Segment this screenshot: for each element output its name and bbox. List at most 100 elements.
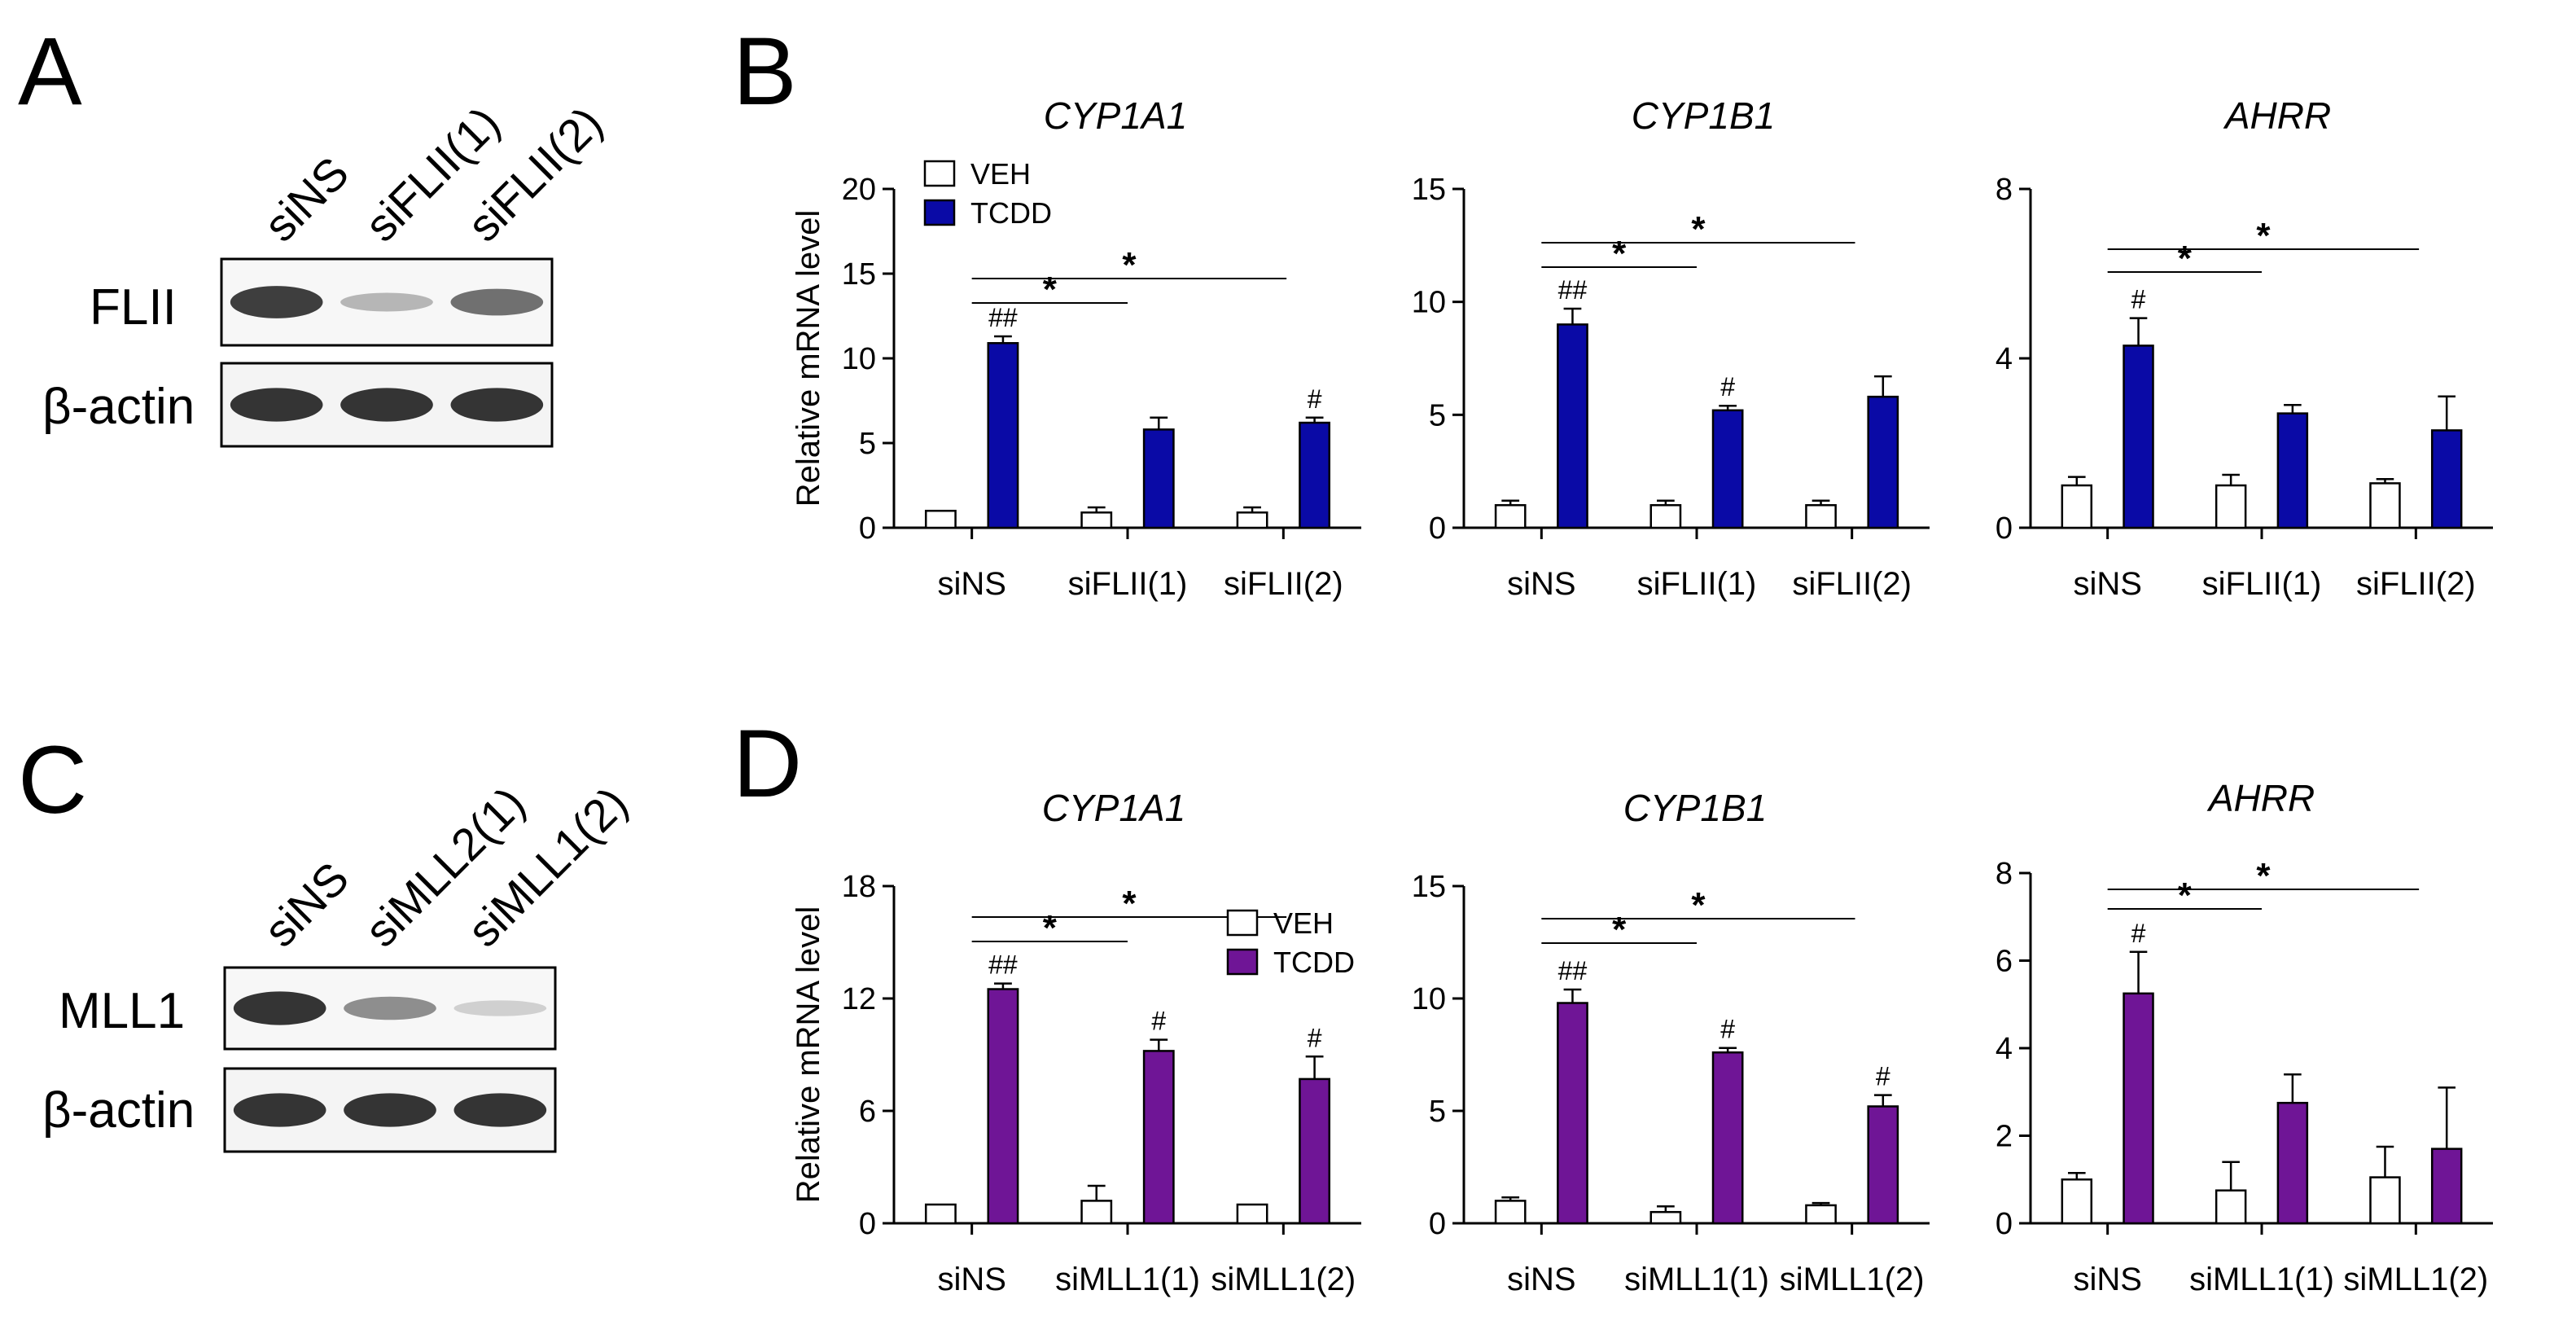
y-tick-label: 12 bbox=[842, 982, 876, 1016]
blot-band bbox=[233, 991, 326, 1025]
x-tick-label: siNS bbox=[1507, 566, 1575, 602]
blot-band bbox=[450, 288, 544, 316]
x-tick-label: siFLII(2) bbox=[1224, 566, 1343, 602]
y-tick-label: 2 bbox=[1996, 1120, 2013, 1154]
y-axis-label: Relative mRNA level bbox=[791, 906, 826, 1204]
y-tick-label: 5 bbox=[1429, 398, 1446, 432]
significance-star: * bbox=[1122, 245, 1137, 285]
significance-mark: ## bbox=[1558, 956, 1588, 985]
western-blot-c: siNS siMLL2(1) siMLL1(2) MLL1 β-actin bbox=[42, 777, 637, 1153]
legend-label: TCDD bbox=[1273, 946, 1355, 979]
y-tick-label: 0 bbox=[859, 511, 876, 546]
western-blot-a: siNS siFLII(1) siFLII(2) FLII β-actin bbox=[42, 97, 612, 448]
significance-star: * bbox=[1612, 234, 1627, 274]
blot-bands bbox=[233, 1093, 547, 1127]
bar-veh bbox=[2369, 482, 2401, 529]
x-tick-label: siFLII(1) bbox=[1068, 566, 1188, 602]
x-tick-label: siNS bbox=[937, 1262, 1005, 1297]
x-tick-label: siMLL1(1) bbox=[1624, 1262, 1769, 1297]
bar-veh bbox=[924, 509, 957, 529]
x-tick-label: siNS bbox=[2073, 1262, 2141, 1297]
x-tick-label: siFLII(1) bbox=[1637, 566, 1757, 602]
chart-title: AHRR bbox=[2223, 94, 2331, 137]
chart-title: CYP1B1 bbox=[1623, 787, 1767, 829]
x-tick-label: siNS bbox=[1507, 1262, 1575, 1297]
y-tick-label: 0 bbox=[1429, 1207, 1446, 1241]
blot-label: β-actin bbox=[42, 379, 195, 435]
bar-veh bbox=[924, 1203, 957, 1225]
bar-veh bbox=[2061, 1178, 2093, 1225]
y-tick-label: 20 bbox=[842, 173, 876, 207]
y-tick-label: 0 bbox=[1996, 511, 2013, 546]
bar-veh bbox=[2215, 484, 2247, 529]
blot-band bbox=[230, 286, 323, 318]
panel-letter-d: D bbox=[733, 710, 802, 818]
legend-label: TCDD bbox=[970, 196, 1052, 230]
y-tick-label: 5 bbox=[1429, 1095, 1446, 1129]
x-tick-label: siMLL1(1) bbox=[1055, 1262, 1200, 1297]
significance-star: * bbox=[1691, 209, 1706, 249]
chart-title: CYP1B1 bbox=[1632, 94, 1775, 137]
lane-label: siNS bbox=[254, 852, 358, 956]
bar-tcdd bbox=[1711, 409, 1744, 529]
bar-tcdd bbox=[1711, 1051, 1744, 1225]
significance-star: * bbox=[1043, 270, 1058, 309]
y-tick-label: 8 bbox=[1996, 857, 2013, 891]
y-tick-label: 6 bbox=[1996, 945, 2013, 979]
lane-label: siNS bbox=[254, 147, 358, 251]
significance-star: * bbox=[1043, 908, 1058, 948]
significance-star: * bbox=[2256, 216, 2271, 256]
bar-tcdd bbox=[2276, 412, 2309, 529]
blot-band bbox=[344, 996, 436, 1020]
y-tick-label: 0 bbox=[859, 1207, 876, 1241]
significance-star: * bbox=[2256, 856, 2271, 896]
bar-veh bbox=[1805, 1204, 1837, 1225]
significance-mark: # bbox=[2131, 285, 2146, 314]
bar-tcdd bbox=[2430, 429, 2463, 529]
bar-tcdd bbox=[1299, 421, 1331, 529]
x-tick-label: siFLII(1) bbox=[2202, 566, 2322, 602]
significance-mark: # bbox=[1720, 372, 1735, 402]
y-tick-label: 18 bbox=[842, 870, 876, 904]
bar-veh bbox=[1494, 1200, 1527, 1225]
panel-letter-a: A bbox=[18, 18, 82, 125]
significance-mark: ## bbox=[988, 950, 1018, 980]
blot-band bbox=[344, 1093, 436, 1127]
y-tick-label: 15 bbox=[842, 257, 876, 292]
x-tick-label: siNS bbox=[2073, 566, 2141, 602]
blot-band bbox=[453, 1093, 547, 1127]
y-tick-label: 10 bbox=[1412, 286, 1446, 320]
blot-bands bbox=[230, 286, 544, 318]
y-tick-label: 0 bbox=[1996, 1207, 2013, 1241]
blot-band bbox=[230, 388, 323, 422]
y-tick-label: 8 bbox=[1996, 173, 2013, 207]
panel-letter-c: C bbox=[18, 726, 87, 834]
chart-title: AHRR bbox=[2206, 777, 2315, 819]
significance-mark: # bbox=[1876, 1062, 1890, 1091]
blot-label: MLL1 bbox=[59, 983, 185, 1039]
x-tick-label: siMLL1(2) bbox=[1211, 1262, 1356, 1297]
significance-star: * bbox=[2178, 239, 2193, 279]
blot-bands bbox=[230, 388, 544, 422]
significance-star: * bbox=[1612, 910, 1627, 950]
significance-mark: # bbox=[1720, 1015, 1735, 1044]
x-tick-label: siFLII(2) bbox=[1792, 566, 1912, 602]
bar-tcdd bbox=[1142, 428, 1175, 529]
blot-band bbox=[233, 1093, 326, 1127]
significance-star: * bbox=[2178, 876, 2193, 915]
chart-title: CYP1A1 bbox=[1042, 787, 1185, 829]
legend-label: VEH bbox=[1273, 906, 1334, 940]
blot-band bbox=[450, 388, 544, 422]
bar-tcdd bbox=[2276, 1101, 2309, 1225]
x-tick-label: siNS bbox=[937, 566, 1005, 602]
bar-tcdd bbox=[2123, 345, 2154, 529]
significance-star: * bbox=[1691, 885, 1706, 925]
bar-tcdd bbox=[987, 342, 1019, 529]
bar-veh bbox=[1236, 511, 1268, 529]
bar-veh bbox=[2369, 1176, 2401, 1225]
y-tick-label: 4 bbox=[1996, 1032, 2013, 1066]
blot-label: β-actin bbox=[42, 1082, 195, 1139]
bar-tcdd bbox=[1299, 1077, 1331, 1225]
